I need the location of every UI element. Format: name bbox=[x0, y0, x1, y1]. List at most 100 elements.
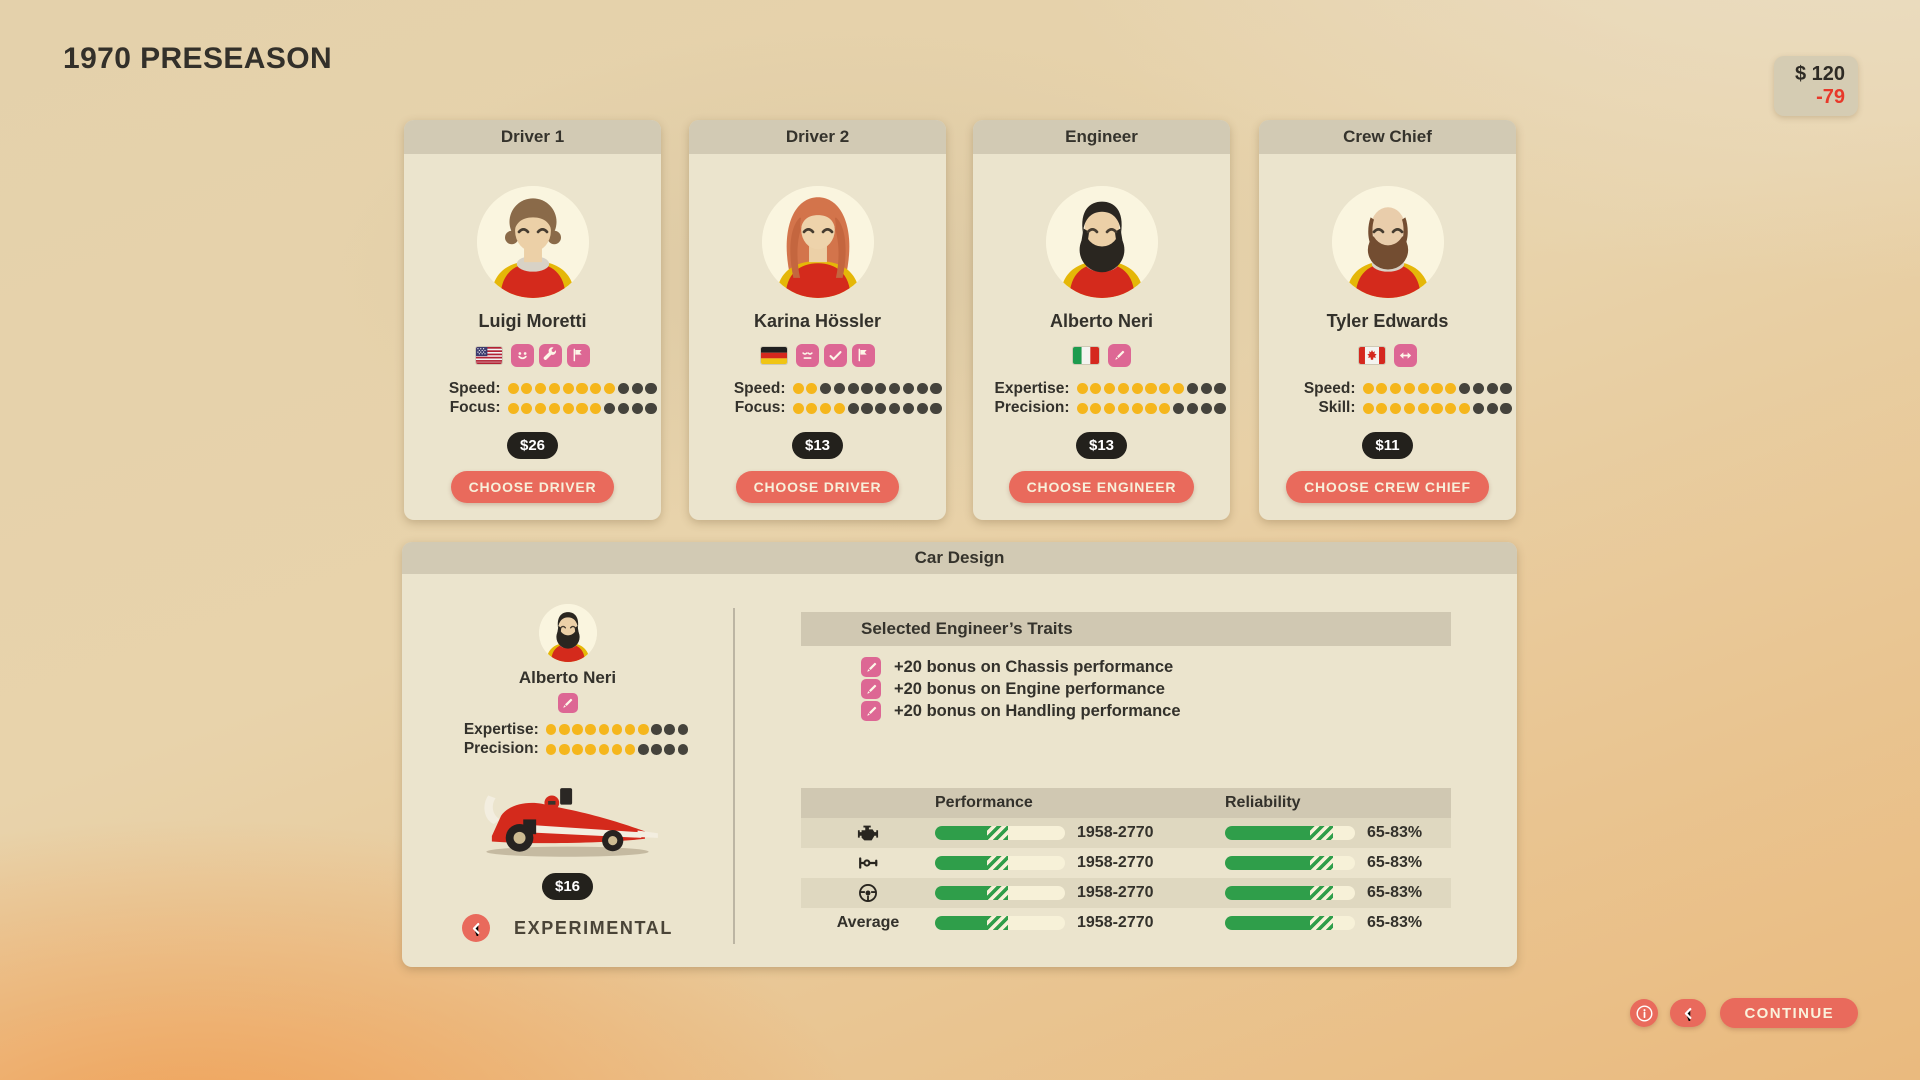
page-title: 1970 PRESEASON bbox=[63, 42, 333, 75]
reliability-bar bbox=[1225, 916, 1355, 930]
flag-it bbox=[1072, 346, 1099, 364]
reliability-bar bbox=[1225, 856, 1355, 870]
table-row-average: Average 1958-2770 65-83% bbox=[836, 914, 1423, 931]
trait-text: +20 bonus on Chassis performance bbox=[894, 657, 1174, 676]
stat-dot-filled bbox=[1431, 402, 1443, 414]
pencil-icon bbox=[861, 657, 881, 677]
stat-dot-filled bbox=[545, 743, 557, 755]
vertical-divider bbox=[733, 608, 735, 944]
back-button[interactable] bbox=[1670, 999, 1706, 1027]
stat-dots bbox=[1362, 383, 1512, 395]
stat-dot-filled bbox=[548, 383, 561, 395]
stat-label: Expertise: bbox=[994, 379, 1070, 397]
badge-row bbox=[760, 343, 875, 367]
stat-dot-filled bbox=[1117, 402, 1130, 414]
stat-dot-filled bbox=[545, 724, 557, 736]
stat-block: Expertise: Precision: bbox=[978, 379, 1226, 418]
stat-dot-filled bbox=[1172, 383, 1185, 395]
stat-dot-filled bbox=[624, 724, 636, 736]
performance-header: Performance bbox=[935, 794, 1033, 811]
reliability-value: 65-83% bbox=[1367, 884, 1423, 901]
stat-dot-filled bbox=[1117, 383, 1130, 395]
stat-dot-filled bbox=[585, 743, 596, 755]
stat-dot-filled bbox=[611, 743, 623, 755]
continue-button[interactable]: CONTINUE bbox=[1720, 998, 1858, 1028]
stat-dot-filled bbox=[1362, 383, 1374, 395]
stat-dots bbox=[792, 402, 942, 414]
stat-dot-filled bbox=[598, 724, 610, 736]
table-header-row: Performance Reliability bbox=[801, 788, 1451, 818]
stat-dot-filled bbox=[590, 383, 602, 395]
stat-dot-filled bbox=[562, 402, 574, 414]
person-name: Alberto Neri bbox=[518, 668, 617, 687]
stat-dot-empty bbox=[664, 724, 676, 736]
table-row-handling: 1958-2770 65-83% bbox=[801, 878, 1451, 908]
car-design-panel: Car Design Alberto Neri Expertise: Preci… bbox=[402, 542, 1517, 967]
stat-dot-filled bbox=[1145, 402, 1157, 414]
stat-block: Speed: Focus: bbox=[694, 379, 942, 418]
price-badge: $13 bbox=[1075, 432, 1128, 459]
stat-dot-empty bbox=[677, 724, 689, 736]
avatar-tyler bbox=[1331, 186, 1444, 298]
stat-dot-filled bbox=[1159, 402, 1171, 414]
stat-dot-filled bbox=[535, 383, 547, 395]
stat-label: Focus: bbox=[734, 399, 786, 417]
engineer-traits-list: +20 bonus on Chassis performance +20 bon… bbox=[801, 656, 1451, 722]
person-name: Karina Hössler bbox=[753, 311, 882, 331]
stat-dot-empty bbox=[645, 402, 657, 414]
stat-dot-filled bbox=[792, 402, 804, 414]
pencil-icon bbox=[1107, 343, 1131, 367]
stat-dot-empty bbox=[861, 402, 873, 414]
badge-row bbox=[1358, 343, 1417, 367]
choose-engineer-button[interactable]: CHOOSE ENGINEER bbox=[1008, 471, 1195, 503]
stat-dot-filled bbox=[1362, 402, 1374, 414]
stat-label: Speed: bbox=[448, 379, 501, 397]
stat-dot-empty bbox=[1172, 402, 1185, 414]
performance-bar bbox=[935, 886, 1065, 900]
stat-label: Focus: bbox=[449, 399, 501, 417]
card-title: Driver 1 bbox=[404, 120, 661, 154]
stat-dot-filled bbox=[1445, 402, 1457, 414]
stat-label: Expertise: bbox=[463, 720, 539, 738]
stat-dot-empty bbox=[631, 383, 643, 395]
stat-dot-filled bbox=[1104, 402, 1116, 414]
stat-dot-filled bbox=[1131, 402, 1143, 414]
stat-dots bbox=[1076, 383, 1226, 395]
flag-ca bbox=[1358, 346, 1385, 364]
stat-dots bbox=[1362, 402, 1512, 414]
budget-badge: $ 120 -79 bbox=[1774, 56, 1858, 116]
info-button[interactable] bbox=[1630, 999, 1658, 1027]
choose-crew-chief-button[interactable]: CHOOSE CREW CHIEF bbox=[1286, 471, 1489, 503]
avatar-luigi bbox=[476, 186, 589, 298]
reliability-header: Reliability bbox=[1225, 794, 1301, 811]
stat-dot-empty bbox=[1186, 402, 1198, 414]
stat-dot-filled bbox=[1417, 383, 1429, 395]
choose-driver-2-button[interactable]: CHOOSE DRIVER bbox=[735, 471, 900, 503]
check-icon bbox=[823, 343, 847, 367]
avatar-karina bbox=[761, 186, 874, 298]
happy-face-icon bbox=[510, 343, 534, 367]
stat-dot-filled bbox=[558, 724, 570, 736]
choose-driver-1-button[interactable]: CHOOSE DRIVER bbox=[450, 471, 615, 503]
stat-dot-filled bbox=[585, 724, 596, 736]
stat-dot-filled bbox=[1159, 383, 1171, 395]
person-name: Luigi Moretti bbox=[478, 311, 587, 331]
stat-dot-filled bbox=[1376, 383, 1388, 395]
stat-dot-empty bbox=[1214, 402, 1226, 414]
stat-dot-filled bbox=[521, 383, 533, 395]
stat-dot-filled bbox=[590, 402, 602, 414]
stat-dot-filled bbox=[792, 383, 804, 395]
stat-dot-filled bbox=[1390, 402, 1402, 414]
stat-dot-filled bbox=[1076, 402, 1088, 414]
stat-dot-empty bbox=[677, 743, 689, 755]
stat-dot-filled bbox=[806, 402, 818, 414]
reliability-bar bbox=[1225, 886, 1355, 900]
card-driver-2: Driver 2 Karina Hössler Speed: Focus: $1… bbox=[689, 120, 946, 520]
stat-dot-filled bbox=[1445, 383, 1457, 395]
stat-dots bbox=[1076, 402, 1226, 414]
stat-dot-filled bbox=[598, 743, 610, 755]
previous-mode-button[interactable] bbox=[462, 914, 491, 942]
performance-value: 1958-2770 bbox=[1077, 824, 1154, 841]
panel-title: Car Design bbox=[402, 542, 1517, 574]
